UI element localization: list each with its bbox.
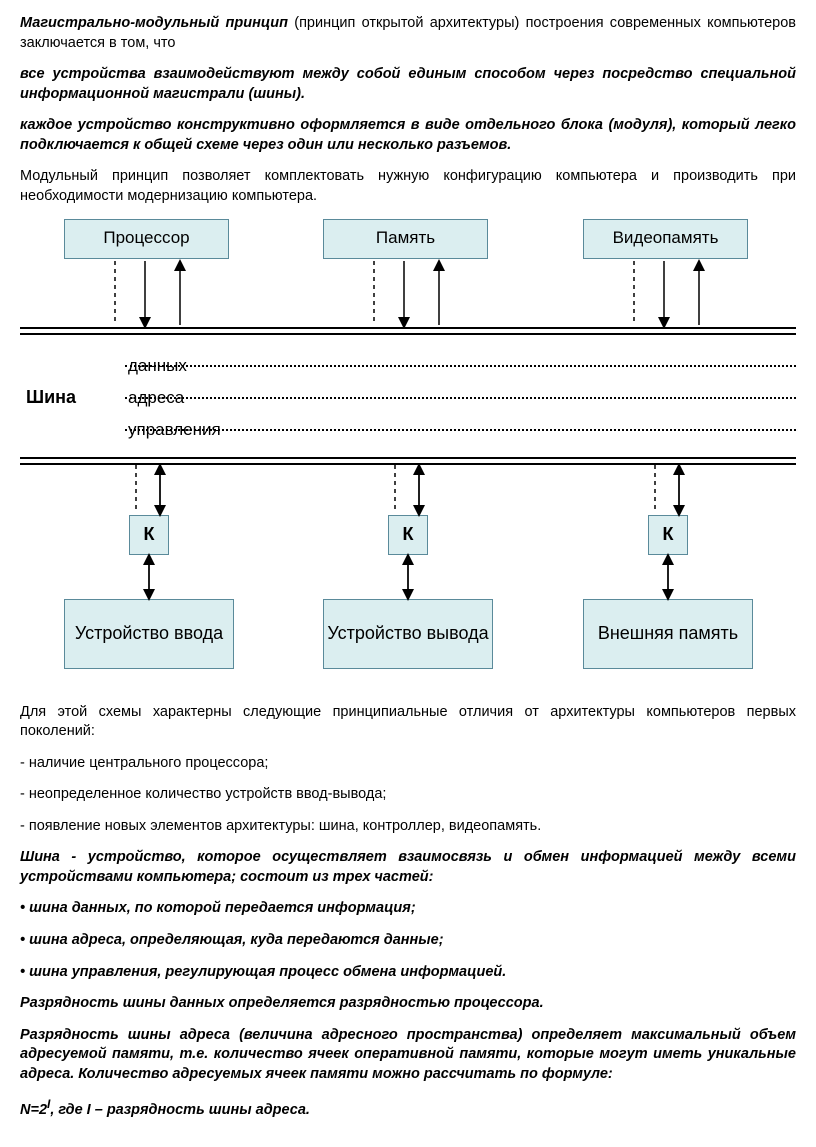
- term-main: Магистрально-модульный принцип: [20, 15, 288, 31]
- diagram-arrows: [20, 219, 796, 689]
- list-item: - неопределенное количество устройств вв…: [20, 785, 796, 805]
- para-3: каждое устройство конструктивно оформляе…: [20, 116, 796, 155]
- para-1: Магистрально-модульный принцип (принцип …: [20, 14, 796, 53]
- list-item: - наличие центрального процессора;: [20, 754, 796, 774]
- list-item: - появление новых элементов архитектуры:…: [20, 817, 796, 837]
- para-4: Модульный принцип позволяет комплектоват…: [20, 167, 796, 206]
- bullet: • шина адреса, определяющая, куда переда…: [20, 931, 796, 951]
- para-6: Шина - устройство, которое осуществляет …: [20, 848, 796, 887]
- para-5: Для этой схемы характерны следующие прин…: [20, 703, 796, 742]
- para-2: все устройства взаимодействуют между соб…: [20, 65, 796, 104]
- bus-diagram: Процессор Память Видеопамять Шина данных…: [20, 219, 796, 689]
- para-7: Разрядность шины данных определяется раз…: [20, 994, 796, 1014]
- bullet: • шина данных, по которой передается инф…: [20, 899, 796, 919]
- bullet: • шина управления, регулирующая процесс …: [20, 963, 796, 983]
- formula: N=2I, где I – разрядность шины адреса.: [20, 1096, 796, 1120]
- para-8: Разрядность шины адреса (величина адресн…: [20, 1026, 796, 1085]
